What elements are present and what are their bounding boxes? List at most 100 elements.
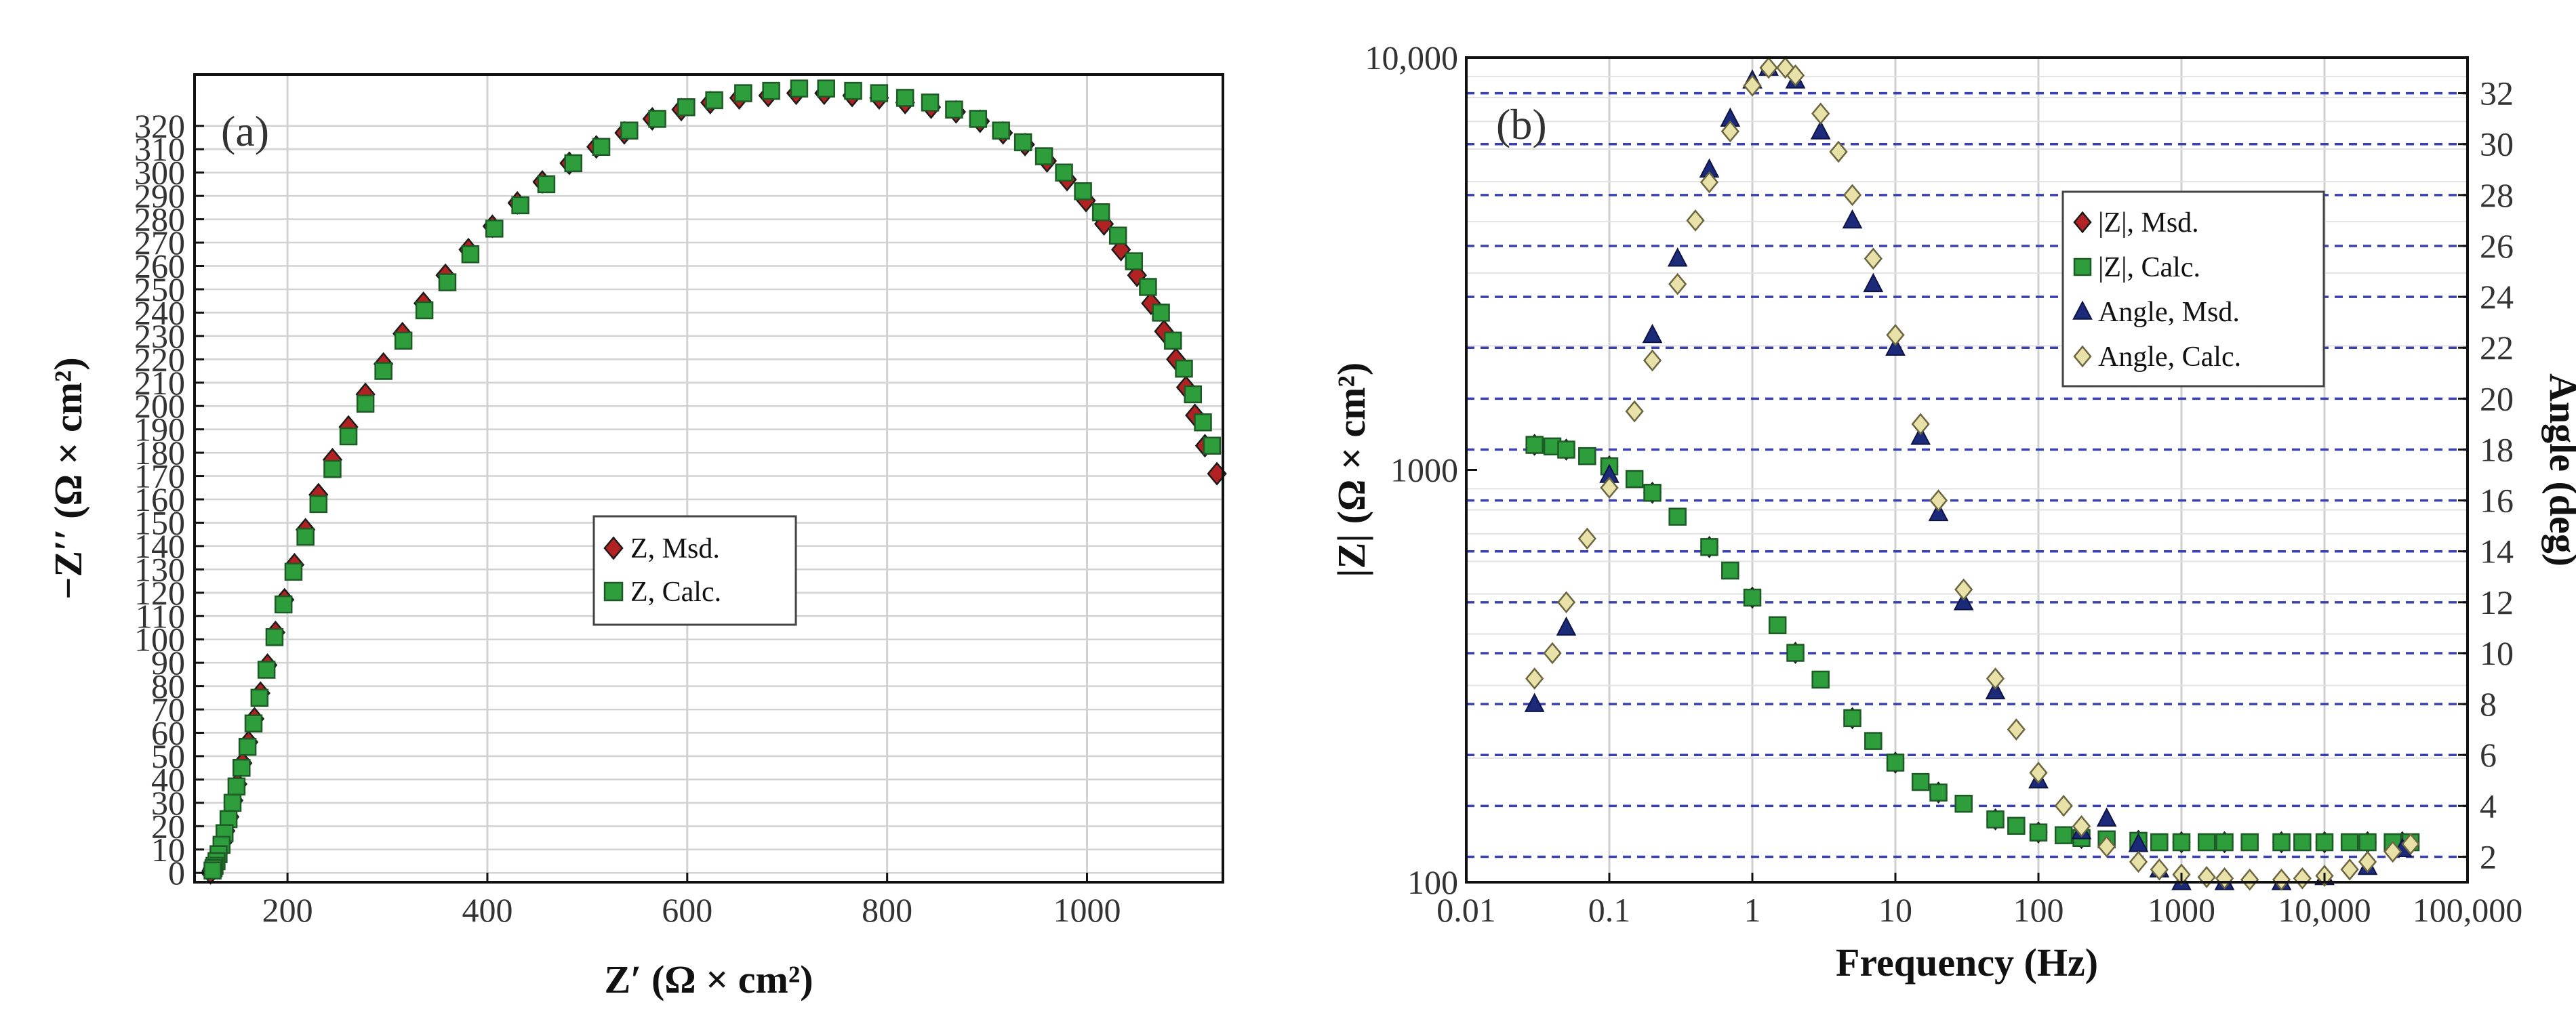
panel-a-y-tick-label: 270 [134, 224, 185, 262]
panel-a-label: (a) [221, 107, 269, 155]
panel-b-data-point [1524, 692, 1545, 712]
panel-b-legend-label: Angle, Calc. [2098, 341, 2241, 373]
panel-b-y2-tick-label: 10 [2480, 634, 2514, 672]
panel-a-data-point [1164, 331, 1182, 350]
panel-b-y2-tick-label: 20 [2480, 379, 2514, 417]
panel-b-data-point [1667, 247, 1688, 267]
panel-a-data-point [309, 495, 328, 514]
panel-a-y-axis-title: −Z′′ (Ω × cm²) [46, 357, 90, 599]
panel-a-y-tick-label: 100 [134, 621, 185, 659]
panel-b-data-point [2293, 833, 2312, 852]
panel-a-x-tick-label: 400 [462, 891, 512, 929]
panel-b-data-point [1543, 642, 1562, 665]
panel-b-x-tick-label: 1000 [2148, 891, 2215, 929]
panel-a-y-tick-label: 250 [134, 270, 185, 308]
panel-b-y-tick-label: 1000 [1390, 451, 1458, 489]
panel-b-y-axis-title: |Z| (Ω × cm²) [1329, 362, 1373, 577]
panel-b-data-point [1863, 272, 1884, 293]
panel-b-data-point [1668, 272, 1687, 295]
panel-b-y2-tick-label: 16 [2480, 482, 2514, 520]
panel-a-y-tick-label: 210 [134, 364, 185, 402]
panel-b-data-point [1911, 413, 1930, 436]
panel-b-data-point [1643, 349, 1662, 372]
panel-b-y-ticks: 100 1000 10,000 [1365, 39, 1477, 901]
panel-b-data-point [1743, 74, 1762, 97]
panel-a-data-point [592, 138, 611, 157]
panel-b-data-point [2054, 826, 2073, 844]
panel-b-data-point [2097, 835, 2116, 858]
panel-a-data-point [992, 121, 1010, 140]
panel-b-data-point [1810, 120, 1831, 140]
panel-b-data-point [2007, 816, 2026, 835]
panel-a-data-point [762, 81, 780, 100]
panel-b-legend-marker [2073, 257, 2092, 276]
panel-b-x-tick-label: 10,000 [2278, 891, 2371, 929]
panel-a-data-point [895, 89, 914, 107]
panel-b-data-point [2054, 794, 2073, 817]
panel-b-data-point [1768, 616, 1787, 635]
panel-a-data-point [356, 394, 375, 413]
panel-b-data-point [1556, 616, 1577, 636]
panel-b-data-point [1668, 508, 1687, 526]
panel-b-data-point [2240, 868, 2259, 891]
panel-b-data-point [1642, 323, 1663, 344]
panel-b-data-point [1886, 324, 1905, 346]
panel-b-data-point [1811, 670, 1830, 689]
panel-b-data-point [1699, 171, 1719, 194]
panel-b-data-point [1910, 426, 1931, 445]
panel-a-data-point [394, 331, 413, 350]
panel-a-data-point [339, 427, 358, 446]
panel-b-data-point [2315, 833, 2334, 852]
panel-b-data-point [1625, 400, 1644, 423]
panel-b-y2-tick-label: 4 [2480, 787, 2497, 825]
panel-b-data-point [2358, 833, 2377, 852]
panel-a-y-tick-label: 240 [134, 293, 185, 331]
panel-a-data-point [537, 175, 556, 194]
panel-a-x-tick-label: 600 [662, 891, 712, 929]
panel-b-data-point [1929, 783, 1948, 802]
panel-b-y2-tick-label: 30 [2480, 125, 2514, 163]
panel-a-plot-frame [193, 73, 1224, 884]
panel-b-y2-tick-label: 2 [2480, 837, 2497, 875]
panel-b-data-point [1811, 102, 1830, 125]
panel-b-data-point [1954, 794, 1973, 813]
panel-a-data-point [844, 81, 862, 100]
panel-a-y-tick-label: 180 [134, 434, 185, 472]
panel-a-data-point [1034, 147, 1053, 165]
panel-b-x-axis-title: Frequency (Hz) [1836, 940, 2098, 985]
panel-b-data-point [1911, 772, 1930, 791]
panel-a-y-tick-label: 190 [134, 411, 185, 449]
panel-b-y2-tick-label: 22 [2480, 329, 2514, 367]
panel-b-label: (b) [1496, 100, 1547, 148]
panel-b-data-point [1577, 527, 1596, 550]
panel-b-x-tick-label: 0.01 [1436, 891, 1496, 929]
panel-a-data-point [1013, 133, 1032, 152]
panel-b-legend-marker [2072, 300, 2093, 320]
panel-a-data-point [564, 154, 582, 173]
panel-b-y-tick-label: 10,000 [1365, 39, 1459, 77]
panel-b-data-point [1556, 591, 1576, 614]
panel-b-data-point [2272, 868, 2291, 891]
panel-a-data-point [284, 562, 303, 581]
panel-b-data-point [1525, 667, 1544, 690]
panel-a-y-tick-label: 200 [134, 387, 185, 425]
panel-a-y-tick-label: 60 [151, 714, 185, 752]
panel-a-y-tick-label: 70 [151, 690, 185, 728]
panel-b-y2-tick-label: 6 [2480, 736, 2497, 774]
panel-a-data-point [238, 737, 257, 756]
panel-b-data-point [1864, 732, 1883, 750]
panel-a-y-tick-label: 90 [151, 644, 185, 682]
panel-b-data-point [2197, 833, 2216, 852]
panel-a-y-tick-label: 310 [134, 130, 185, 168]
panel-b-data-point [1885, 336, 1906, 356]
panel-b-data-point [1842, 209, 1863, 229]
panel-b-y2-tick-label: 24 [2480, 278, 2514, 316]
panel-a-data-point [296, 527, 315, 546]
panel-a-data-point [233, 758, 251, 777]
panel-a-data-point [921, 94, 940, 112]
panel-a-data-point [817, 79, 835, 98]
panel-a-data-point [734, 84, 752, 102]
panel-b-data-point [1985, 680, 2006, 700]
panel-a-series-calc [203, 79, 1222, 880]
panel-b-data-point [2029, 823, 2048, 842]
